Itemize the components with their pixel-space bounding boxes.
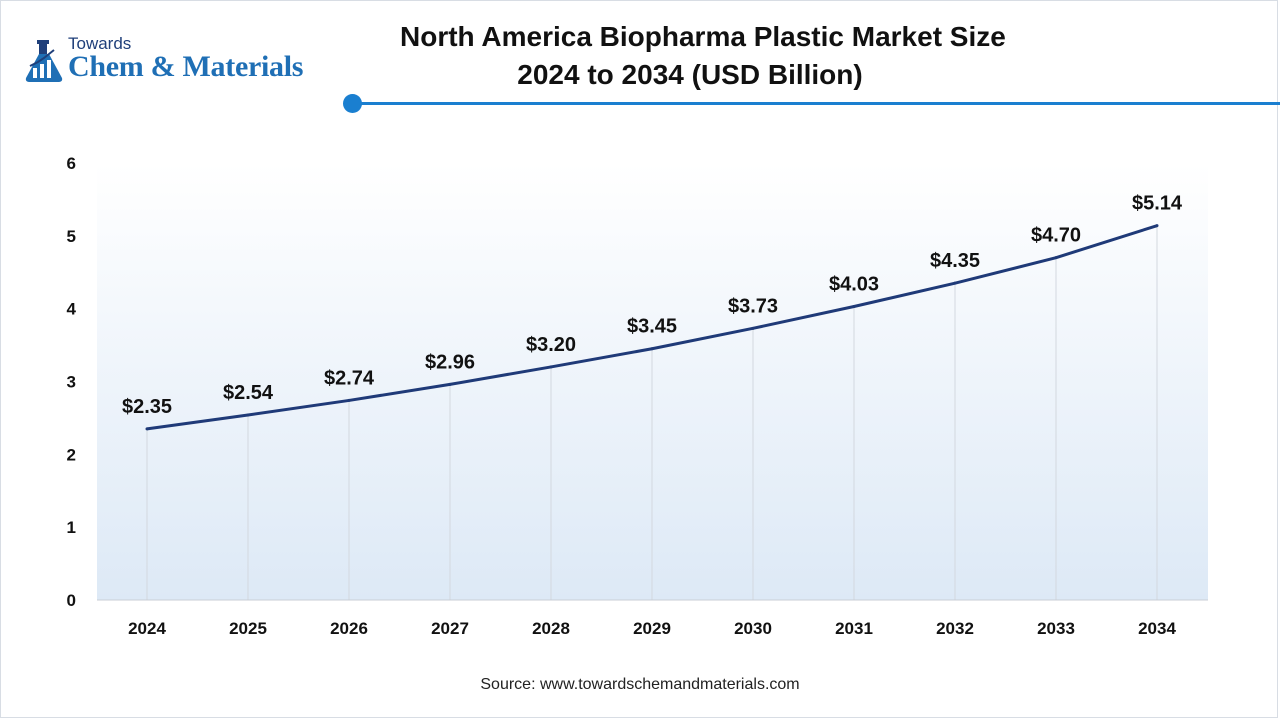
x-tick-label: 2028 xyxy=(532,619,570,638)
data-point xyxy=(347,398,351,402)
data-point xyxy=(145,427,149,431)
data-label: $2.96 xyxy=(425,351,475,373)
data-label: $4.35 xyxy=(930,250,980,272)
data-label: $3.20 xyxy=(526,334,576,356)
data-label: $3.45 xyxy=(627,316,677,338)
x-tick-label: 2025 xyxy=(229,619,267,638)
x-tick-label: 2027 xyxy=(431,619,469,638)
brand-top-text: Towards xyxy=(68,34,132,53)
chart-title-line2: 2024 to 2034 (USD Billion) xyxy=(517,59,863,90)
data-point xyxy=(246,413,250,417)
y-tick-label: 3 xyxy=(67,373,76,392)
y-tick-label: 5 xyxy=(67,227,76,246)
data-label: $2.35 xyxy=(122,396,172,418)
data-label: $2.54 xyxy=(223,382,274,404)
x-tick-label: 2030 xyxy=(734,619,772,638)
brand-main-text: Chem & Materials xyxy=(68,50,304,83)
y-tick-label: 0 xyxy=(67,591,76,610)
data-label: $2.74 xyxy=(324,367,375,389)
header-rule-line xyxy=(355,102,1280,105)
data-point xyxy=(549,365,553,369)
source-note: Source: www.towardschemandmaterials.com xyxy=(480,676,800,693)
data-point xyxy=(751,326,755,330)
x-tick-label: 2034 xyxy=(1138,619,1176,638)
y-tick-label: 6 xyxy=(67,154,76,173)
x-tick-label: 2032 xyxy=(936,619,974,638)
y-tick-label: 4 xyxy=(67,300,77,319)
y-tick-label: 1 xyxy=(67,518,76,537)
data-label: $3.73 xyxy=(728,295,778,317)
data-label: $4.03 xyxy=(829,273,879,295)
y-tick-label: 2 xyxy=(67,445,76,464)
data-point xyxy=(953,281,957,285)
data-point xyxy=(650,347,654,351)
x-tick-label: 2031 xyxy=(835,619,873,638)
x-tick-label: 2026 xyxy=(330,619,368,638)
data-label: $5.14 xyxy=(1132,193,1183,215)
chart-title-line1: North America Biopharma Plastic Market S… xyxy=(400,21,1006,52)
chart-title: North America Biopharma Plastic Market S… xyxy=(400,18,1006,94)
data-label: $4.70 xyxy=(1031,225,1081,247)
x-tick-label: 2024 xyxy=(128,619,166,638)
data-point xyxy=(1054,256,1058,260)
data-point xyxy=(1155,224,1159,228)
header-rule-dot xyxy=(343,94,362,113)
brand-logo: Towards Chem & Materials xyxy=(22,34,342,90)
x-tick-label: 2033 xyxy=(1037,619,1075,638)
flask-logo-icon xyxy=(25,40,63,82)
x-tick-label: 2029 xyxy=(633,619,671,638)
data-point xyxy=(448,382,452,386)
data-point xyxy=(852,304,856,308)
